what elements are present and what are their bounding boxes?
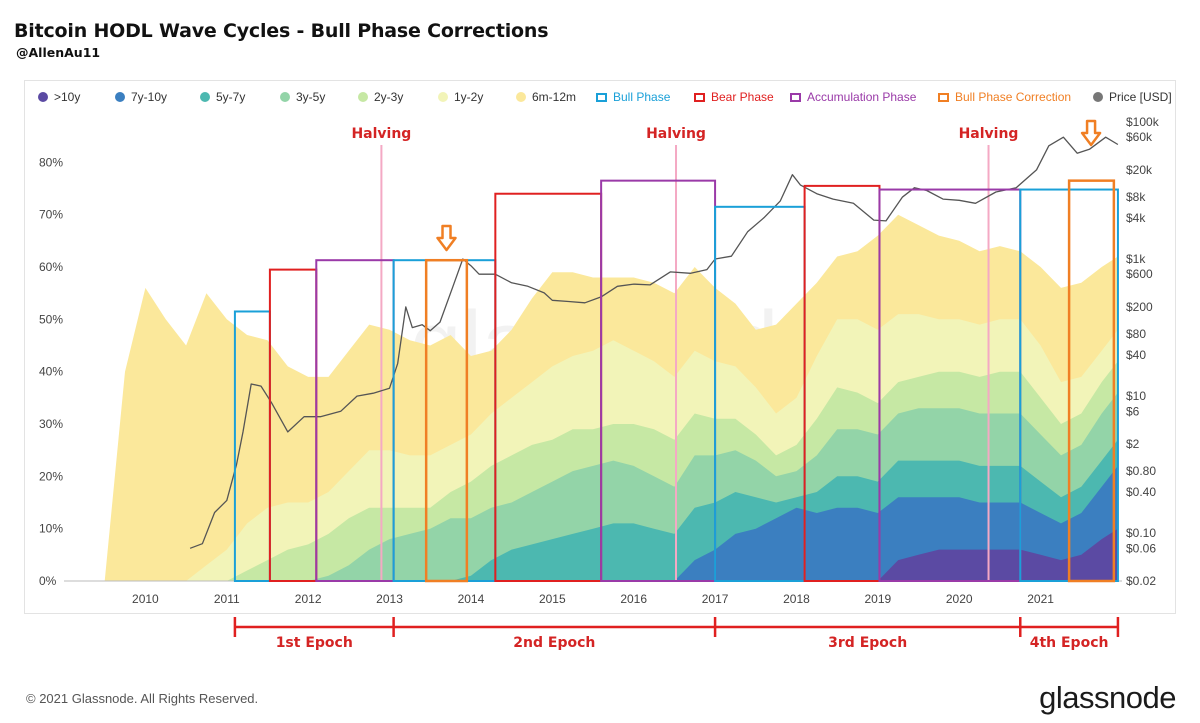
glassnode-logo: glassnode [1039,680,1176,715]
y-tick-label: 70% [39,208,63,222]
legend-swatch [38,92,48,102]
legend-item-5y-7y[interactable]: 5y-7y [200,90,245,104]
halving-label: Halving [959,126,1019,142]
epoch-label: 2nd Epoch [513,635,595,651]
x-tick-label: 2019 [864,592,891,606]
legend-item-price-usd[interactable]: Price [USD] [1093,90,1172,104]
price-tick-label: $2 [1126,437,1140,451]
y-tick-label: 40% [39,365,63,379]
x-tick-label: 2013 [376,592,403,606]
epoch-label: 1st Epoch [276,635,353,651]
legend-swatch [516,92,526,102]
correction-arrow-icon [1080,119,1102,147]
price-tick-label: $0.80 [1126,464,1156,478]
price-tick-label: $6 [1126,404,1140,418]
area-7y-10y [104,465,1118,581]
stacked-areas [104,214,1118,581]
legend-swatch [200,92,210,102]
x-tick-label: 2011 [214,592,240,606]
legend-label: Bear Phase [711,90,774,104]
y-tick-label: 50% [39,312,63,326]
legend-item-7y-10y[interactable]: 7y-10y [115,90,167,104]
correction-arrow-icon [436,224,457,252]
legend-swatch [438,92,448,102]
price-tick-label: $60k [1126,130,1153,144]
price-tick-label: $200 [1126,300,1153,314]
price-tick-label: $40 [1126,348,1146,362]
legend-swatch [694,92,705,102]
price-tick-label: $10 [1126,389,1146,403]
x-tick-label: 2012 [295,592,322,606]
legend-item-6m-12m[interactable]: 6m-12m [516,90,576,104]
legend-label: 7y-10y [131,90,168,104]
phase-box-correction [1067,179,1116,583]
legend-swatch [596,92,607,102]
legend-label: 5y-7y [216,90,246,104]
price-tick-label: $20k [1126,163,1153,177]
epoch-label: 3rd Epoch [828,635,907,651]
legend-item-1y-2y[interactable]: 1y-2y [438,90,483,104]
legend-swatch [1093,92,1103,102]
legend-swatch [280,92,290,102]
legend-swatch [115,92,125,102]
legend-label: 2y-3y [374,90,404,104]
legend-item-2y-3y[interactable]: 2y-3y [358,90,403,104]
legend-item-3y-5y[interactable]: 3y-5y [280,90,325,104]
legend-label: Price [USD] [1109,90,1172,104]
x-tick-label: 2017 [702,592,729,606]
price-tick-label: $0.10 [1126,526,1156,540]
x-tick-label: 2015 [539,592,566,606]
x-tick-label: 2021 [1027,592,1054,606]
legend-label: 1y-2y [454,90,484,104]
chart-title: Bitcoin HODL Wave Cycles - Bull Phase Co… [14,20,549,42]
phase-box-correction [424,258,469,583]
y-tick-label: 30% [39,417,63,431]
epoch-label: 4th Epoch [1030,635,1109,651]
legend-swatch [358,92,368,102]
legend-item-bull-phase-correction[interactable]: Bull Phase Correction [938,90,1071,104]
legend-item-bull-phase[interactable]: Bull Phase [596,90,670,104]
x-tick-label: 2018 [783,592,810,606]
y-tick-label: 60% [39,260,63,274]
price-tick-label: $0.40 [1126,485,1156,499]
price-tick-label: $600 [1126,267,1153,281]
legend-label: Accumulation Phase [807,90,917,104]
halving-label: Halving [646,126,706,142]
legend-label: Bull Phase Correction [955,90,1072,104]
x-tick-label: 2014 [458,592,485,606]
legend-label: Bull Phase [613,90,671,104]
legend-label: 6m-12m [532,90,577,104]
price-tick-label: $0.06 [1126,541,1156,555]
legend-item-bear-phase[interactable]: Bear Phase [694,90,774,104]
copyright-notice: © 2021 Glassnode. All Rights Reserved. [26,691,259,706]
price-tick-label: $80 [1126,327,1146,341]
legend-swatch [938,92,949,102]
area-10y [104,528,1118,581]
legend-item-accumulation-phase[interactable]: Accumulation Phase [790,90,916,104]
author-handle: @AllenAu11 [16,45,101,60]
price-tick-label: $4k [1126,211,1146,225]
y-tick-label: 0% [39,574,57,588]
legend-item-10y[interactable]: >10y [38,90,80,104]
legend-label: 3y-5y [296,90,326,104]
price-tick-label: $0.02 [1126,574,1156,588]
legend-label: >10y [54,90,81,104]
x-tick-label: 2016 [620,592,647,606]
x-tick-label: 2020 [946,592,973,606]
price-tick-label: $100k [1126,115,1160,129]
y-tick-label: 10% [39,522,63,536]
price-tick-label: $1k [1126,252,1146,266]
legend-swatch [790,92,801,102]
price-tick-label: $8k [1126,190,1146,204]
y-tick-label: 80% [39,155,63,169]
y-tick-label: 20% [39,469,63,483]
halving-label: Halving [351,126,411,142]
x-tick-label: 2010 [132,592,159,606]
epoch-timeline: 1st Epoch 2nd Epoch 3rd Epoch 4th Epoch [233,617,1120,651]
